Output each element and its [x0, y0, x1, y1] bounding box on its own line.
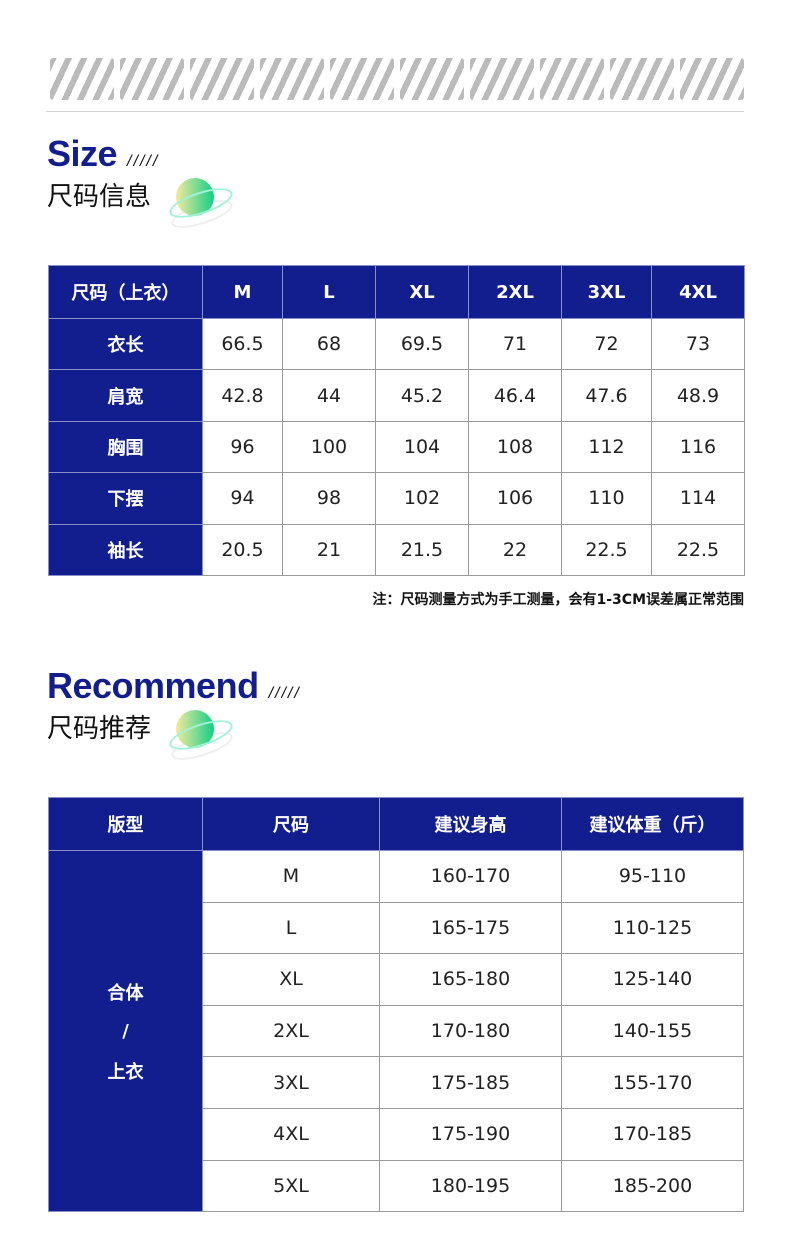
table-cell: 22 — [468, 523, 562, 576]
divider — [46, 111, 744, 112]
table-cell: 165-180 — [379, 953, 562, 1006]
fit-label: / — [122, 1020, 129, 1042]
table-cell: 108 — [468, 420, 562, 474]
table-row: XL 165-180 125-140 — [49, 953, 744, 1006]
table-cell: 125-140 — [561, 953, 744, 1006]
row-label: 肩宽 — [48, 369, 203, 422]
table-cell: 4XL — [202, 1107, 380, 1161]
table-row: 合体 / 上衣 M 160-170 95-110 — [48, 849, 744, 1213]
table-cell: 20.5 — [202, 523, 283, 576]
table-cell: 5XL — [202, 1159, 380, 1213]
table-row: 袖长 20.5 21 21.5 22 22.5 22.5 — [48, 523, 745, 576]
table-cell: L — [202, 901, 380, 955]
column-header: 4XL — [651, 265, 745, 319]
size-table: 尺码（上衣） M L XL 2XL 3XL 4XL 衣长 66.5 68 69.5 71 72 73 肩宽… — [48, 265, 745, 576]
column-header: 3XL — [561, 265, 652, 319]
table-cell: 175-185 — [379, 1056, 562, 1109]
table-cell: 45.2 — [375, 369, 469, 422]
column-header: 2XL — [468, 265, 562, 319]
table-cell: 22.5 — [651, 523, 745, 576]
table-row: L 165-175 110-125 — [49, 901, 744, 955]
row-label: 胸围 — [48, 420, 203, 474]
slashes: ///// — [268, 685, 301, 702]
table-cell: 48.9 — [651, 369, 745, 422]
table-cell: 140-155 — [561, 1004, 744, 1058]
table-cell: 98 — [282, 472, 376, 525]
recommend-heading: Recommend ///// — [47, 665, 301, 707]
size-heading: Size ///// — [47, 133, 159, 175]
row-label: 衣长 — [48, 317, 203, 371]
recommend-table: 版型 尺码 建议身高 建议体重（斤） 合体 / 上衣 M 160-170 95-110 L 165-… — [48, 797, 744, 1213]
table-row: 胸围 96 100 104 108 112 116 — [48, 420, 745, 474]
table-cell: 66.5 — [202, 317, 283, 371]
table-cell: 116 — [651, 420, 745, 474]
planet-icon — [166, 710, 238, 770]
table-cell: 114 — [651, 472, 745, 525]
header-row: 尺码（上衣） M L XL 2XL 3XL 4XL — [48, 265, 745, 319]
table-cell: 106 — [468, 472, 562, 525]
table-cell: 47.6 — [561, 369, 652, 422]
table-cell: 44 — [282, 369, 376, 422]
size-title-cn: 尺码信息 — [47, 182, 152, 212]
table-cell: 155-170 — [561, 1056, 744, 1109]
table-row: 下摆 94 98 102 106 110 114 — [48, 472, 745, 525]
table-cell: 100 — [282, 420, 376, 474]
slashes: ///// — [127, 153, 160, 170]
table-cell: 110 — [561, 472, 652, 525]
column-header: 建议身高 — [379, 797, 562, 851]
fit-label: 上衣 — [107, 1061, 144, 1083]
table-cell: 69.5 — [375, 317, 469, 371]
table-cell: XL — [202, 953, 380, 1006]
table-cell: 180-195 — [379, 1159, 562, 1213]
table-cell: 21 — [282, 523, 376, 576]
table-cell: 95-110 — [561, 850, 744, 903]
table-cell: 21.5 — [375, 523, 469, 576]
table-row: 衣长 66.5 68 69.5 71 72 73 — [48, 317, 745, 371]
table-cell: 71 — [468, 317, 562, 371]
column-header: L — [282, 265, 376, 319]
decorative-banner — [50, 58, 744, 100]
table-cell: 94 — [202, 472, 283, 525]
table-cell: 73 — [651, 317, 745, 371]
planet-icon — [166, 178, 238, 238]
table-cell: 22.5 — [561, 523, 652, 576]
table-cell: 42.8 — [202, 369, 283, 422]
size-title-en: Size — [47, 133, 118, 174]
table-cell: 185-200 — [561, 1159, 744, 1213]
column-header: 建议体重（斤） — [561, 797, 744, 851]
column-header: 尺码 — [202, 797, 380, 851]
table-cell: 3XL — [202, 1056, 380, 1109]
table-cell: 2XL — [202, 1004, 380, 1058]
measurement-note: 注：尺码测量方式为手工测量，会有1-3CM误差属正常范围 — [372, 592, 745, 608]
table-cell: 110-125 — [561, 901, 744, 955]
table-row: 5XL 180-195 185-200 — [49, 1159, 744, 1213]
table-cell: 112 — [561, 420, 652, 474]
row-label: 下摆 — [48, 472, 203, 525]
table-cell: 160-170 — [379, 850, 562, 903]
recommend-title-en: Recommend — [47, 665, 259, 706]
fit-label: 合体 — [107, 982, 144, 1004]
table-row: 2XL 170-180 140-155 — [49, 1004, 744, 1058]
row-label: 袖长 — [48, 523, 203, 576]
recommend-title-cn: 尺码推荐 — [47, 714, 152, 744]
table-cell: 175-190 — [379, 1107, 562, 1161]
table-cell: 68 — [282, 317, 376, 371]
fit-type-cell: 合体 / 上衣 — [48, 849, 203, 1213]
table-cell: 96 — [202, 420, 283, 474]
table-cell: 170-180 — [379, 1004, 562, 1058]
table-cell: M — [202, 850, 380, 903]
table-cell: 104 — [375, 420, 469, 474]
column-header: M — [202, 265, 283, 319]
table-row: 肩宽 42.8 44 45.2 46.4 47.6 48.9 — [48, 369, 745, 422]
table-cell: 46.4 — [468, 369, 562, 422]
header-row: 版型 尺码 建议身高 建议体重（斤） — [48, 797, 744, 851]
table-row: 3XL 175-185 155-170 — [49, 1056, 744, 1109]
column-header: 版型 — [48, 797, 203, 851]
column-header: XL — [375, 265, 469, 319]
table-cell: 170-185 — [561, 1107, 744, 1161]
table-cell: 72 — [561, 317, 652, 371]
table-cell: 102 — [375, 472, 469, 525]
table-cell: 165-175 — [379, 901, 562, 955]
column-header: 尺码（上衣） — [48, 265, 203, 319]
